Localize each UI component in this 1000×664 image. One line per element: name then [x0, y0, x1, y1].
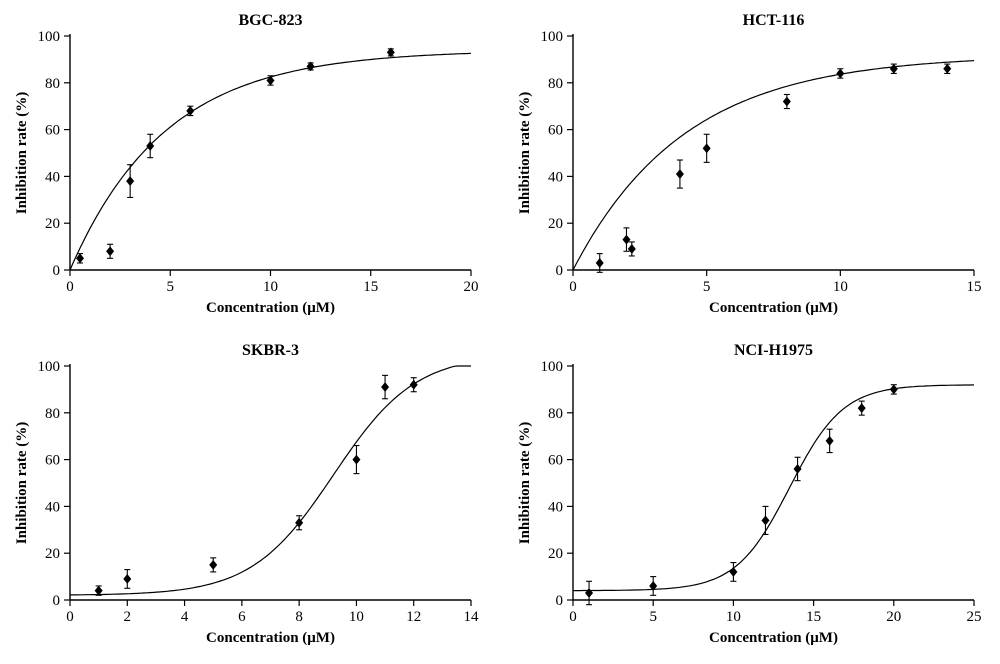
data-point [381, 382, 389, 391]
chart-skbr3: 0 2 4 6 8 10 12 14 0 20 40 60 80 100 Concentration (μM… [10, 340, 483, 652]
ytick-label: 80 [548, 76, 563, 92]
panel-title: HCT-116 [743, 12, 805, 29]
panel-hct116: 0 5 10 15 0 20 40 60 80 100 Concentration (μM) Inhi… [513, 10, 986, 322]
fit-curve [573, 61, 974, 270]
ytick-label: 100 [38, 29, 61, 45]
ytick-label: 20 [45, 216, 60, 232]
y-axis-label: Inhibition rate (%) [14, 422, 30, 545]
x-axis-label: Concentration (μM) [709, 630, 838, 646]
chart-bgc823: 0 5 10 15 20 0 20 40 60 80 100 Concentration (μM) In… [10, 10, 483, 322]
x-axis-label: Concentration (μM) [206, 630, 335, 646]
y-axis-label: Inhibition rate (%) [14, 92, 30, 215]
chart-grid: 05101520020406080100Concentration (μM)In… [0, 0, 1000, 664]
ytick-label: 40 [548, 169, 563, 185]
data-point [76, 254, 84, 263]
ytick-label: 20 [548, 216, 563, 232]
xtick-label: 14 [464, 609, 480, 625]
data-point [410, 380, 418, 389]
xtick-label: 20 [464, 279, 479, 295]
data-point [126, 176, 133, 185]
data-point [837, 69, 845, 78]
xtick-label: 25 [967, 609, 982, 625]
data-point [596, 258, 604, 267]
xtick-label: 15 [967, 279, 982, 295]
data-point [209, 560, 217, 569]
data-point [762, 516, 770, 525]
ytick-label: 100 [541, 29, 564, 45]
panel-title: SKBR-3 [242, 342, 299, 359]
ytick-label: 0 [556, 263, 564, 279]
ytick-label: 80 [45, 76, 60, 92]
data-point [783, 97, 791, 106]
ytick-label: 20 [548, 546, 563, 562]
ytick-label: 40 [548, 499, 563, 515]
data-point [858, 404, 866, 413]
xtick-label: 0 [66, 609, 74, 625]
panel-skbr3: 0 2 4 6 8 10 12 14 0 20 40 60 80 100 Concentration (μM… [10, 340, 483, 652]
panel-title: BGC-823 [239, 12, 303, 29]
ytick-label: 60 [45, 453, 60, 469]
xtick-label: 10 [726, 609, 741, 625]
xtick-label: 0 [66, 279, 74, 295]
x-axis-label: Concentration (μM) [206, 300, 335, 316]
xtick-label: 2 [124, 609, 131, 625]
data-point [585, 588, 593, 597]
xtick-label: 0 [569, 279, 577, 295]
data-point [628, 244, 636, 253]
ytick-label: 60 [45, 123, 60, 139]
data-point [106, 247, 114, 256]
data-point [890, 64, 898, 73]
xtick-label: 0 [569, 609, 577, 625]
ytick-label: 20 [45, 546, 60, 562]
xtick-label: 15 [806, 609, 821, 625]
ytick-label: 0 [53, 263, 61, 279]
xtick-label: 4 [181, 609, 189, 625]
ytick-label: 40 [45, 169, 60, 185]
ytick-label: 0 [556, 593, 564, 609]
fit-curve [70, 53, 471, 270]
xtick-label: 5 [703, 279, 711, 295]
ytick-label: 100 [38, 359, 61, 375]
panel-ncih1975: 0 5 10 15 20 25 0 20 40 60 80 100 Concentration (μM)… [513, 340, 986, 652]
xtick-label: 5 [649, 609, 657, 625]
data-point [826, 436, 834, 445]
fit-curve [573, 385, 974, 591]
y-axis-label: Inhibition rate (%) [517, 422, 533, 545]
data-point [794, 464, 802, 473]
data-point [623, 235, 631, 244]
xtick-label: 10 [263, 279, 278, 295]
data-point [703, 144, 711, 153]
data-point [124, 574, 131, 583]
data-point [353, 455, 361, 464]
xtick-label: 15 [363, 279, 378, 295]
xtick-label: 10 [833, 279, 848, 295]
data-point [944, 64, 952, 73]
xtick-label: 10 [349, 609, 364, 625]
fit-curve [70, 366, 471, 595]
ytick-label: 60 [548, 123, 563, 139]
data-point [95, 586, 103, 595]
xtick-label: 8 [295, 609, 303, 625]
y-axis-label: Inhibition rate (%) [517, 92, 533, 215]
data-point [890, 385, 898, 394]
xtick-label: 6 [238, 609, 246, 625]
ytick-label: 60 [548, 453, 563, 469]
ytick-label: 0 [53, 593, 61, 609]
xtick-label: 20 [886, 609, 901, 625]
data-point [676, 169, 684, 178]
ytick-label: 100 [541, 359, 564, 375]
chart-hct116: 0 5 10 15 0 20 40 60 80 100 Concentration (μM) Inhi… [513, 10, 986, 322]
data-point [730, 567, 738, 576]
xtick-label: 12 [406, 609, 421, 625]
panel-title: NCI-H1975 [734, 342, 813, 359]
panel-bgc823: 0 5 10 15 20 0 20 40 60 80 100 Concentration (μM) In… [10, 10, 483, 322]
chart-ncih1975: 0 5 10 15 20 25 0 20 40 60 80 100 Concentration (μM)… [513, 340, 986, 652]
ytick-label: 80 [548, 406, 563, 422]
ytick-label: 40 [45, 499, 60, 515]
xtick-label: 5 [167, 279, 175, 295]
ytick-label: 80 [45, 406, 60, 422]
x-axis-label: Concentration (μM) [709, 300, 838, 316]
